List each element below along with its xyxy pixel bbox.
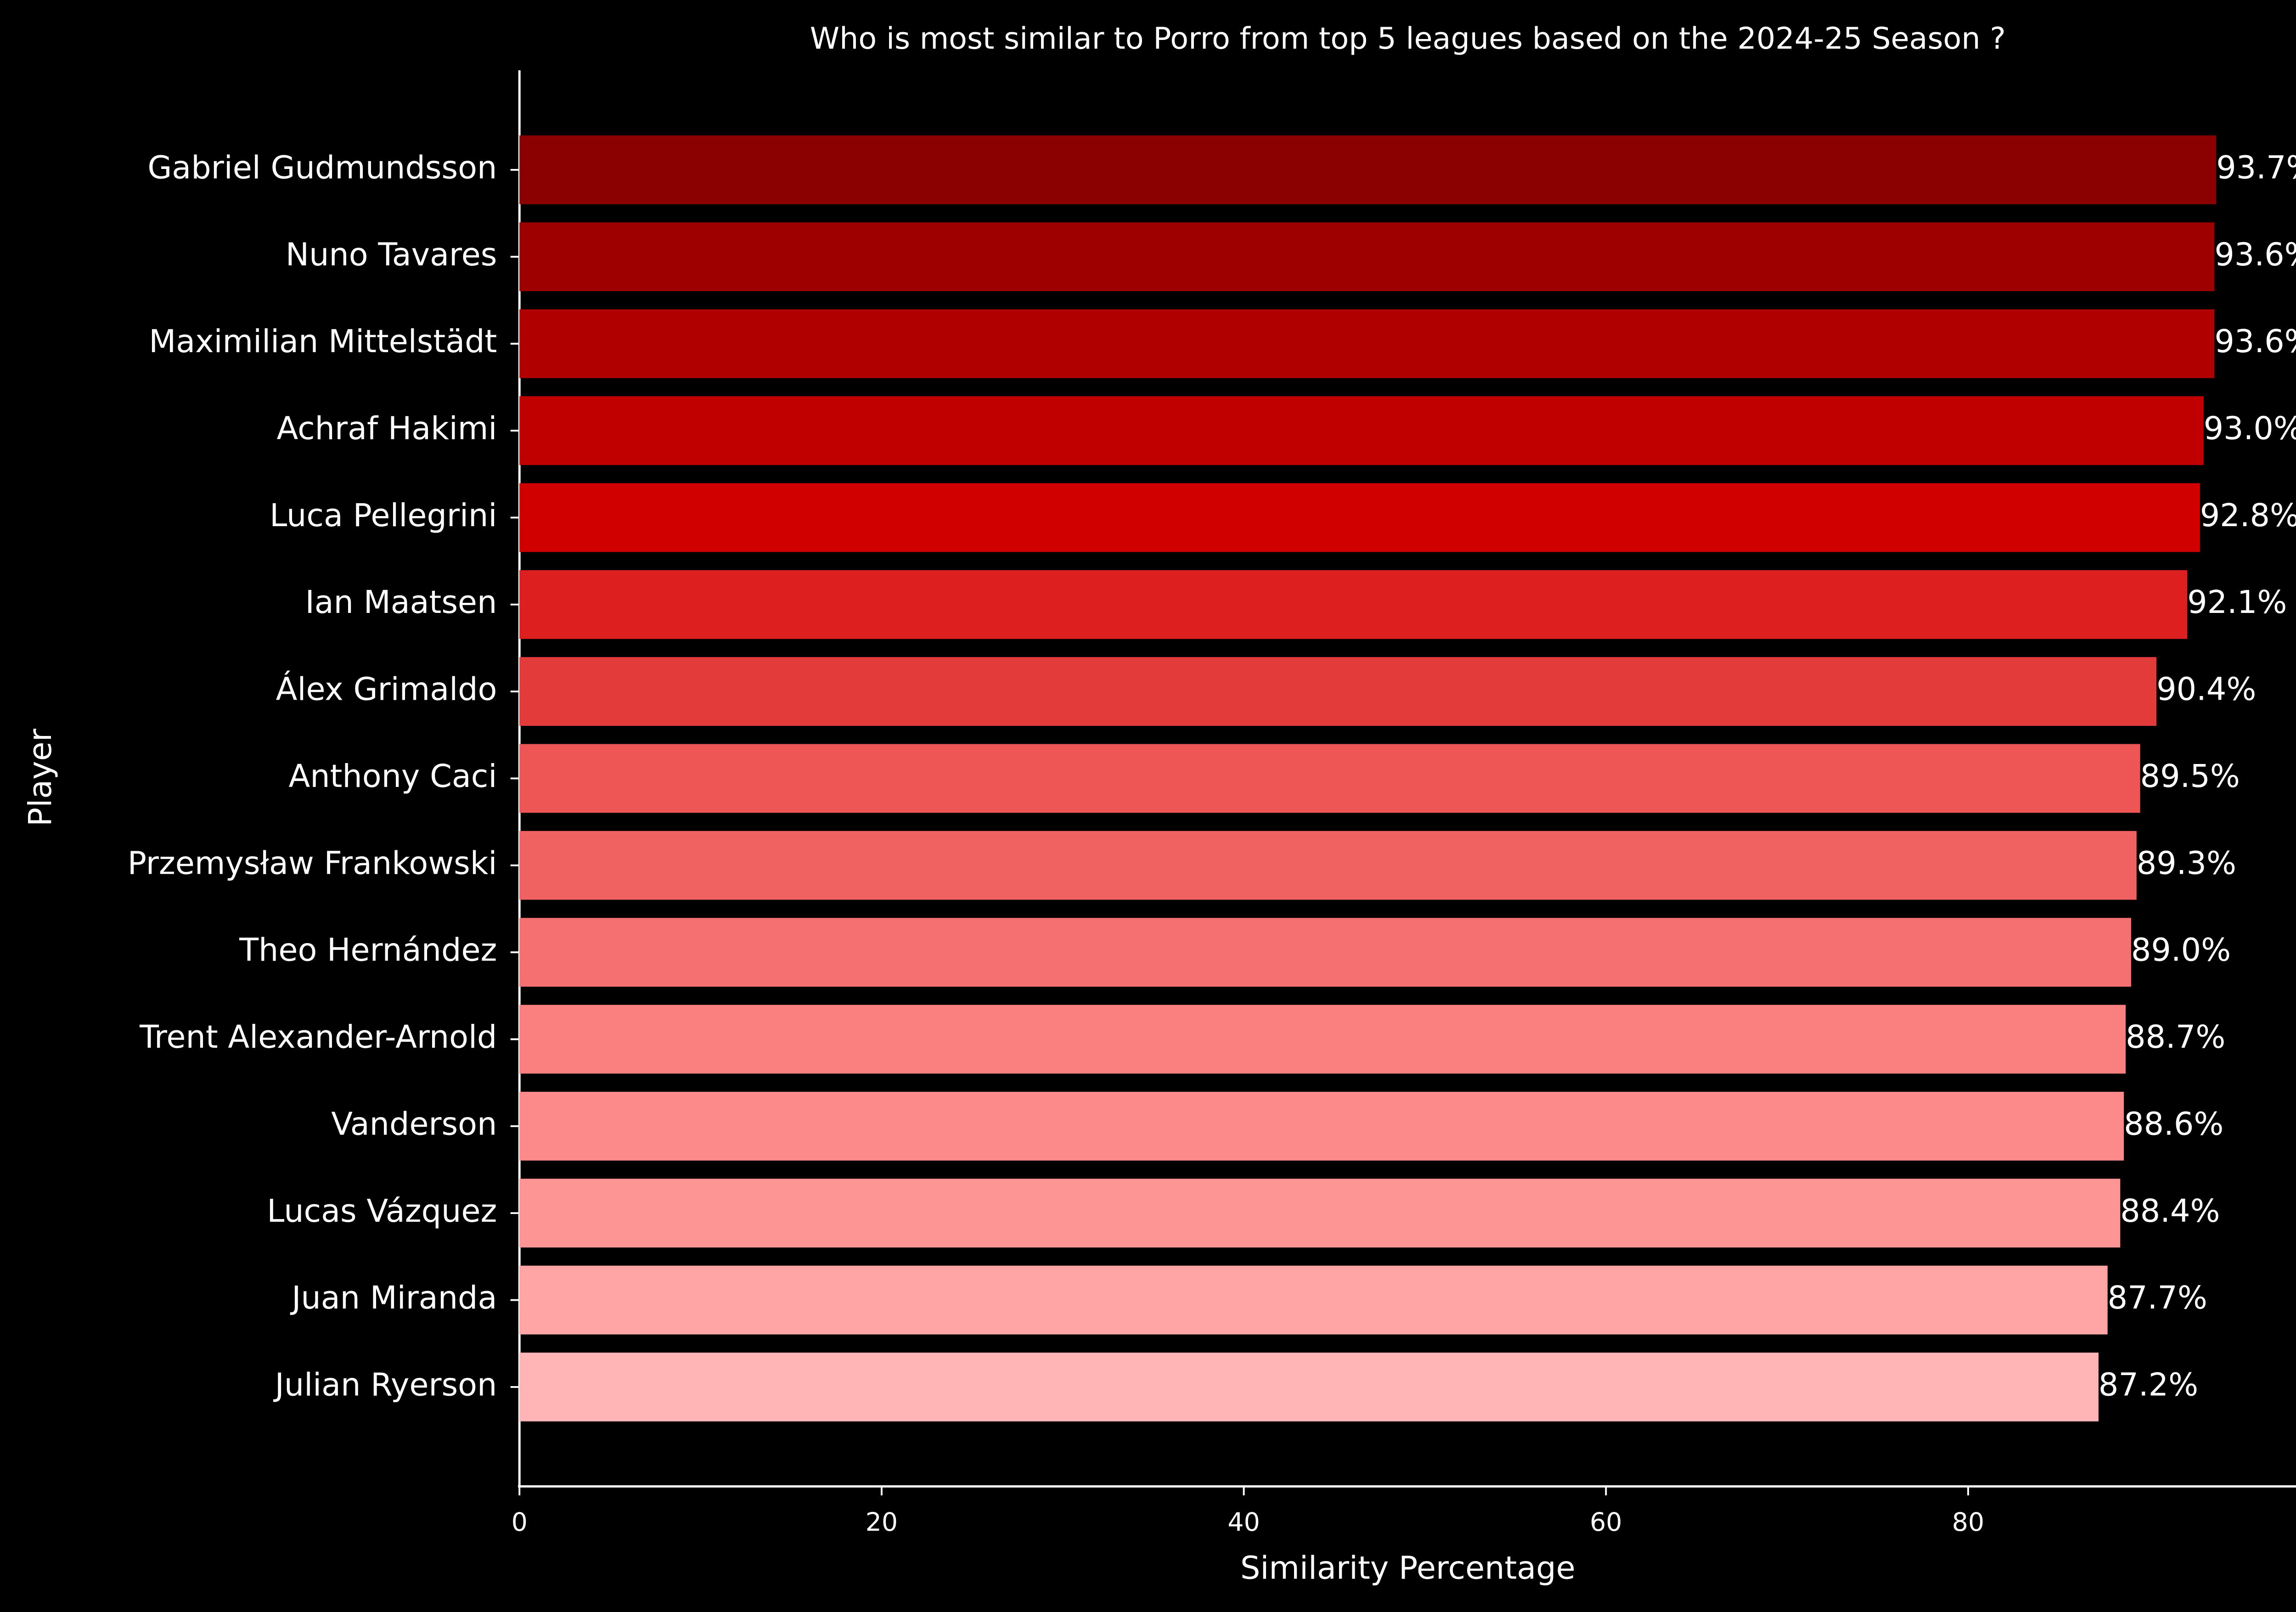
y-tick-label: Gabriel Gudmundsson [147, 150, 497, 186]
x-axis-label: Similarity Percentage [1240, 1550, 1576, 1586]
bar [519, 1353, 2099, 1421]
value-label: 93.0% [2204, 411, 2296, 447]
value-label: 88.4% [2120, 1193, 2220, 1230]
value-label: 89.5% [2140, 758, 2240, 795]
bar [519, 222, 2215, 292]
value-label: 89.3% [2137, 845, 2236, 882]
y-tick-label: Nuno Tavares [286, 237, 497, 273]
value-label: 87.7% [2108, 1280, 2207, 1316]
x-tick-label: 80 [1952, 1508, 1984, 1537]
y-tick-label: Lucas Vázquez [267, 1193, 497, 1230]
chart-title: Who is most similar to Porro from top 5 … [810, 22, 2006, 56]
value-label: 88.6% [2124, 1106, 2223, 1142]
value-label: 90.4% [2156, 672, 2256, 708]
bar [519, 1091, 2124, 1161]
y-tick-label: Álex Grimaldo [276, 671, 497, 708]
y-tick-label: Vanderson [331, 1106, 497, 1142]
y-tick-label: Theo Hernández [239, 932, 497, 969]
bar [519, 744, 2140, 813]
bar [519, 657, 2157, 726]
y-tick-label: Ian Maatsen [305, 584, 497, 621]
y-tick-label: Juan Miranda [290, 1280, 497, 1316]
value-label: 92.1% [2187, 584, 2287, 621]
bar [519, 831, 2137, 900]
bar [519, 570, 2188, 639]
bar [519, 1005, 2126, 1074]
bar [519, 396, 2204, 465]
bar [519, 135, 2217, 204]
y-tick-label: Przemysław Frankowski [128, 845, 497, 882]
bar [519, 1179, 2121, 1248]
value-label: 93.6% [2214, 237, 2296, 273]
y-tick-label: Achraf Hakimi [277, 411, 497, 447]
x-tick-label: 0 [512, 1508, 528, 1537]
value-label: 93.7% [2216, 150, 2296, 186]
bar [519, 1265, 2108, 1335]
bar [519, 483, 2200, 552]
value-label: 92.8% [2200, 498, 2296, 534]
value-label: 89.0% [2131, 932, 2231, 969]
value-label: 87.2% [2099, 1367, 2198, 1403]
value-label: 88.7% [2126, 1019, 2225, 1056]
y-axis-label: Player [23, 728, 59, 826]
y-tick-label: Anthony Caci [288, 758, 497, 795]
x-tick-label: 20 [866, 1508, 898, 1537]
bar [519, 309, 2215, 378]
value-label: 93.6% [2214, 324, 2296, 360]
y-tick-label: Luca Pellegrini [270, 498, 497, 534]
x-tick-label: 60 [1590, 1508, 1622, 1537]
y-tick-label: Julian Ryerson [273, 1367, 497, 1403]
y-tick-label: Trent Alexander-Arnold [139, 1019, 497, 1056]
y-tick-label: Maximilian Mittelstädt [149, 324, 497, 360]
bar [519, 918, 2131, 987]
x-tick-label: 40 [1227, 1508, 1260, 1537]
